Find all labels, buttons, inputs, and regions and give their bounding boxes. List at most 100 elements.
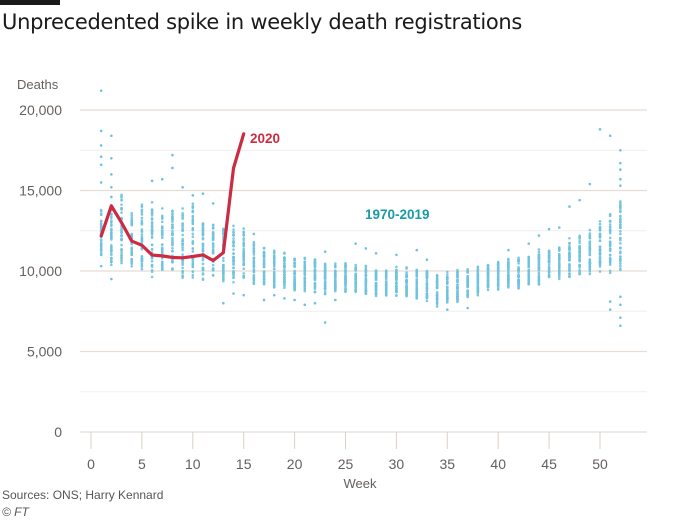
scatter-point bbox=[130, 251, 134, 254]
scatter-point bbox=[598, 265, 602, 268]
scatter-point bbox=[425, 292, 429, 295]
scatter-point bbox=[191, 263, 195, 267]
scatter-point bbox=[608, 214, 612, 217]
series-label-1970-2019: 1970-2019 bbox=[365, 207, 430, 222]
scatter-point bbox=[619, 267, 622, 271]
scatter-point bbox=[364, 291, 368, 295]
scatter-point bbox=[293, 283, 296, 286]
scatter-point bbox=[354, 290, 357, 294]
scatter-point bbox=[537, 271, 541, 274]
scatter-point bbox=[608, 225, 612, 229]
scatter-point bbox=[507, 258, 510, 262]
scatter-point bbox=[242, 256, 245, 260]
scatter-point bbox=[578, 254, 581, 258]
scatter-point bbox=[120, 231, 123, 234]
scatter-point bbox=[262, 298, 266, 302]
scatter-point bbox=[323, 276, 327, 280]
scatter-point bbox=[557, 272, 561, 276]
scatter-point bbox=[222, 275, 225, 278]
scatter-point bbox=[466, 306, 469, 310]
scatter-point bbox=[344, 269, 347, 273]
scatter-point bbox=[313, 273, 317, 277]
scatter-point bbox=[232, 280, 235, 284]
scatter-point bbox=[364, 283, 368, 287]
scatter-point bbox=[262, 270, 266, 273]
scatter-point bbox=[201, 233, 205, 237]
scatter-point bbox=[619, 258, 622, 261]
scatter-point bbox=[201, 262, 205, 266]
scatter-point bbox=[323, 269, 327, 272]
scatter-point bbox=[99, 89, 103, 92]
scatter-point bbox=[211, 223, 215, 227]
scatter-point bbox=[283, 262, 286, 265]
scatter-point bbox=[262, 280, 266, 284]
scatter-point bbox=[130, 253, 134, 257]
scatter-point bbox=[211, 245, 215, 249]
scatter-point bbox=[557, 248, 561, 251]
scatter-point bbox=[364, 280, 368, 284]
x-tick-label: 5 bbox=[138, 456, 146, 472]
x-tick-label: 50 bbox=[592, 456, 608, 472]
scatter-point bbox=[130, 232, 134, 236]
scatter-point bbox=[415, 273, 419, 277]
scatter-point bbox=[140, 257, 144, 261]
scatter-point bbox=[242, 262, 245, 265]
scatter-point bbox=[110, 185, 113, 189]
scatter-point bbox=[517, 259, 520, 263]
line-2020-path bbox=[99, 132, 246, 263]
x-tick-label: 40 bbox=[490, 456, 506, 472]
scatter-point bbox=[578, 264, 581, 268]
scatter-point bbox=[374, 251, 378, 255]
scatter-point bbox=[446, 308, 449, 311]
scatter-point bbox=[547, 266, 551, 269]
scatter-point bbox=[140, 219, 144, 222]
scatter-point bbox=[110, 253, 113, 256]
scatter-point bbox=[191, 250, 195, 253]
scatter-point bbox=[619, 224, 622, 228]
scatter-point bbox=[99, 246, 103, 250]
scatter-point bbox=[160, 217, 164, 220]
scatter-point bbox=[293, 270, 296, 274]
scatter-point bbox=[334, 278, 337, 282]
scatter-point bbox=[466, 293, 469, 296]
scatter-point bbox=[120, 237, 123, 241]
scatter-point bbox=[608, 231, 612, 235]
scatter-point bbox=[435, 305, 439, 308]
scatter-point bbox=[588, 267, 592, 271]
scatter-point bbox=[374, 273, 378, 276]
scatter-point bbox=[272, 279, 276, 283]
scatter-point bbox=[446, 292, 449, 296]
scatter-point bbox=[547, 275, 551, 279]
scatter-point bbox=[446, 270, 449, 274]
scatter-point bbox=[476, 273, 480, 277]
scatter-point bbox=[425, 273, 429, 277]
scatter-point bbox=[557, 277, 561, 281]
scatter-point bbox=[140, 228, 144, 231]
scatter-point bbox=[334, 273, 337, 276]
scatter-point bbox=[130, 262, 134, 266]
scatter-point bbox=[171, 250, 174, 253]
scatter-point bbox=[578, 268, 581, 272]
x-tick-label: 10 bbox=[185, 456, 201, 472]
scatter-point bbox=[608, 247, 612, 251]
scatter-point bbox=[344, 290, 347, 294]
scatter-point bbox=[395, 285, 398, 288]
x-tick-label: 0 bbox=[87, 456, 95, 472]
line-2020 bbox=[99, 132, 246, 263]
x-axis-ticks: 0 5 10 15 20 25 30 35 40 45 50 bbox=[87, 432, 608, 472]
scatter-point bbox=[425, 299, 429, 303]
scatter-point bbox=[140, 213, 144, 216]
scatter-point bbox=[384, 274, 388, 277]
scatter-point bbox=[374, 271, 378, 274]
scatter-point bbox=[293, 261, 296, 265]
scatter-point bbox=[150, 221, 154, 224]
scatter-point bbox=[415, 293, 419, 297]
scatter-point bbox=[568, 242, 571, 245]
scatter-point bbox=[334, 281, 337, 285]
scatter-point bbox=[120, 203, 123, 206]
scatter-point bbox=[171, 229, 174, 233]
scatter-point bbox=[446, 281, 449, 285]
scatter-point bbox=[619, 316, 622, 319]
scatter-point bbox=[211, 227, 215, 230]
ft-top-bar bbox=[0, 0, 60, 5]
